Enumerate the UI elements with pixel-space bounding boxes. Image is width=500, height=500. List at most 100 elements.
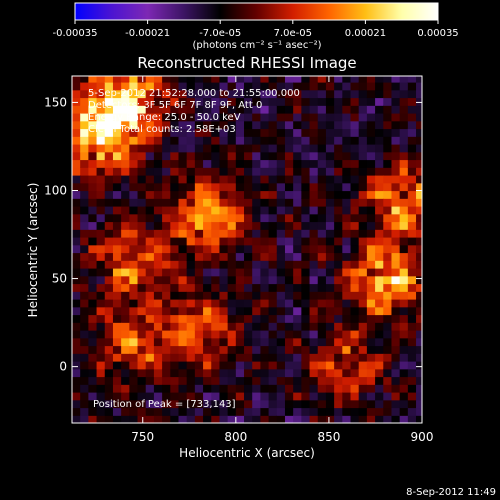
heatmap-cell (203, 291, 212, 300)
heatmap-cell (252, 143, 261, 153)
heatmap-cell (145, 260, 155, 269)
heatmap-cell (416, 260, 422, 269)
heatmap-cell (416, 322, 422, 331)
heatmap-cell (145, 143, 155, 153)
heatmap-cell (260, 244, 270, 254)
heatmap-cell (375, 143, 384, 153)
heatmap-cell (407, 291, 417, 300)
heatmap-cell (178, 198, 188, 207)
heatmap-cell (276, 361, 286, 370)
heatmap-cell (227, 353, 237, 362)
heatmap-cell (178, 120, 188, 130)
heatmap-cell (293, 174, 302, 184)
heatmap-cell (309, 322, 319, 331)
heatmap-cell (129, 136, 139, 145)
heatmap-cell (170, 120, 180, 130)
heatmap-cell (293, 89, 302, 99)
heatmap-cell (227, 213, 237, 223)
heatmap-cell (244, 136, 253, 145)
heatmap-cell (334, 299, 343, 308)
heatmap-cell (244, 128, 253, 137)
heatmap-cell (416, 314, 422, 323)
heatmap-cell (293, 384, 302, 393)
annotation-detectors: Detectors: 3F 5F 6F 7F 8F 9F, Att 0 (88, 100, 262, 111)
heatmap-cell (252, 353, 261, 362)
heatmap-cell (309, 399, 319, 409)
heatmap-cell (137, 407, 147, 416)
heatmap-cell (375, 128, 384, 137)
heatmap-cell (129, 330, 139, 339)
heatmap-cell (301, 229, 311, 238)
heatmap-cell (399, 368, 409, 378)
heatmap-cell (227, 89, 237, 99)
heatmap-cell (391, 120, 401, 130)
heatmap-cell (244, 112, 253, 122)
heatmap-cell (129, 345, 139, 354)
heatmap-cell (104, 267, 114, 277)
heatmap-cell (317, 376, 327, 385)
heatmap-cell (309, 244, 319, 254)
heatmap-cell (194, 267, 204, 277)
heatmap-cell (235, 384, 245, 393)
heatmap-cell (211, 337, 221, 347)
heatmap-cell (366, 97, 376, 106)
heatmap-cell (129, 376, 139, 385)
heatmap-cell (325, 198, 335, 207)
heatmap-cell (211, 105, 221, 114)
heatmap-cell (284, 275, 294, 285)
heatmap-cell (227, 97, 237, 106)
heatmap-cell (112, 236, 122, 246)
heatmap-cell (112, 345, 122, 354)
heatmap-cell (268, 368, 278, 378)
heatmap-cell (145, 384, 155, 393)
heatmap-cell (375, 260, 384, 269)
heatmap-cell (293, 128, 302, 137)
heatmap-cell (375, 361, 384, 370)
heatmap-cell (268, 213, 278, 223)
heatmap-cell (325, 283, 335, 292)
heatmap-cell (276, 120, 286, 130)
heatmap-cell (284, 128, 294, 137)
heatmap-cell (162, 151, 171, 161)
heatmap-cell (186, 260, 196, 269)
heatmap-cell (260, 275, 270, 285)
heatmap-cell (186, 407, 196, 416)
heatmap-cell (137, 182, 147, 192)
heatmap-cell (284, 384, 294, 393)
heatmap-cell (244, 198, 253, 207)
heatmap-cell (301, 244, 311, 254)
heatmap-cell (72, 128, 81, 137)
heatmap-cell (334, 337, 343, 347)
heatmap-cell (391, 143, 401, 153)
heatmap-cell (284, 407, 294, 416)
heatmap-cell (219, 221, 229, 230)
heatmap-cell (88, 275, 98, 285)
heatmap-cell (301, 221, 311, 230)
heatmap-cell (194, 399, 204, 409)
heatmap-cell (104, 283, 114, 292)
heatmap-cell (375, 81, 384, 91)
heatmap-cell (88, 128, 98, 137)
heatmap-cell (284, 399, 294, 409)
heatmap-cell (252, 267, 261, 277)
heatmap-cell (112, 330, 122, 339)
heatmap-cell (186, 205, 196, 215)
heatmap-cell (399, 267, 409, 277)
heatmap-cell (260, 205, 270, 215)
heatmap-cell (358, 174, 368, 184)
heatmap-cell (383, 76, 393, 83)
heatmap-cell (178, 322, 188, 331)
heatmap-cell (334, 151, 343, 161)
heatmap-cell (375, 174, 384, 184)
heatmap-cell (366, 89, 376, 99)
heatmap-cell (112, 120, 122, 130)
heatmap-cell (358, 252, 368, 261)
heatmap-cell (260, 384, 270, 393)
heatmap-cell (137, 330, 147, 339)
heatmap-cell (284, 345, 294, 354)
heatmap-cell (88, 105, 98, 114)
heatmap-cell (375, 314, 384, 323)
heatmap-cell (391, 221, 401, 230)
heatmap-cell (358, 314, 368, 323)
heatmap-cell (203, 120, 212, 130)
